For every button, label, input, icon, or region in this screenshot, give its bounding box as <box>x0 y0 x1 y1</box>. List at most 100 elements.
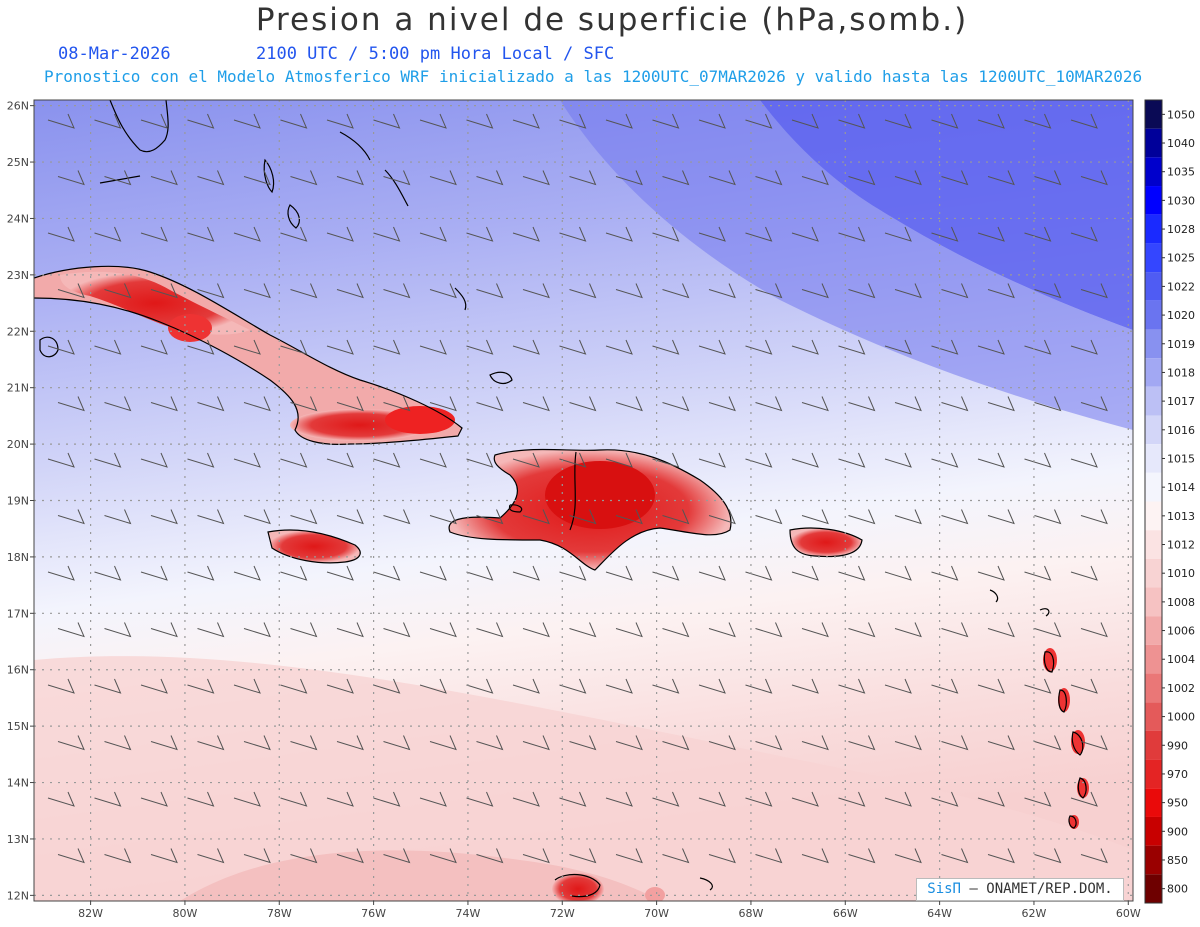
colorbar-swatch <box>1145 874 1162 903</box>
wind-barb <box>150 170 178 186</box>
wind-barb <box>290 170 318 186</box>
lat-label: 14N <box>7 777 29 790</box>
wind-barb <box>466 791 494 807</box>
wind-barb <box>94 226 122 242</box>
colorbar-swatch <box>1145 759 1162 789</box>
wind-barb <box>615 848 643 864</box>
wind-barb <box>280 791 308 807</box>
wind-barb <box>466 678 494 694</box>
colorbar-label: 1017 <box>1167 395 1195 408</box>
wind-barb <box>512 791 540 807</box>
wind-barb <box>1024 113 1052 129</box>
wind-barb <box>140 452 168 468</box>
wind-barb <box>848 622 876 638</box>
wind-barb <box>708 170 736 186</box>
wind-barb <box>197 509 225 525</box>
wind-barb <box>140 226 168 242</box>
wind-barb <box>47 452 75 468</box>
colorbar-swatch <box>1145 243 1162 273</box>
lon-label: 76W <box>361 907 386 920</box>
wind-barb <box>838 452 866 468</box>
wind-barb <box>326 226 354 242</box>
wind-barb <box>373 226 401 242</box>
wind-barb <box>336 735 364 751</box>
wind-barb <box>569 283 597 299</box>
wind-barb <box>698 339 726 355</box>
colorbar-label: 1019 <box>1167 338 1195 351</box>
wind-barb <box>801 848 829 864</box>
colorbar-swatch <box>1145 472 1162 502</box>
wind-barb <box>233 452 261 468</box>
colorbar-label: 1004 <box>1167 653 1195 666</box>
wind-barb <box>104 622 132 638</box>
wind-barb <box>708 396 736 412</box>
wind-barb <box>569 509 597 525</box>
wind-barb <box>708 848 736 864</box>
wind-barb <box>605 113 633 129</box>
wind-barb <box>708 622 736 638</box>
wind-barb <box>662 622 690 638</box>
wind-barb <box>1034 170 1062 186</box>
wind-barb <box>150 622 178 638</box>
wind-barb <box>977 791 1005 807</box>
wind-barb <box>559 678 587 694</box>
wind-barb <box>931 791 959 807</box>
wind-barb <box>941 283 969 299</box>
lon-label: 64W <box>927 907 952 920</box>
credit-text: – ONAMET/REP.DOM. <box>969 881 1113 897</box>
lat-label: 20N <box>7 438 29 451</box>
colorbar-label: 1020 <box>1167 309 1195 322</box>
wind-barb <box>1071 905 1097 919</box>
wind-barb <box>476 170 504 186</box>
wind-barb <box>894 622 922 638</box>
wind-barb <box>187 113 215 129</box>
wind-barb <box>187 565 215 581</box>
wind-barb <box>383 735 411 751</box>
wind-barb <box>745 565 773 581</box>
wind-barb <box>429 283 457 299</box>
wind-barb <box>559 226 587 242</box>
wind-barb <box>931 113 959 129</box>
wind-barb <box>848 509 876 525</box>
wind-barb <box>615 509 643 525</box>
colorbar-swatch <box>1145 616 1162 645</box>
wind-barb <box>755 848 783 864</box>
lat-label: 23N <box>7 269 29 282</box>
wind-barb <box>104 735 132 751</box>
wind-barb <box>94 678 122 694</box>
wind-barb <box>801 735 829 751</box>
wind-barb <box>708 283 736 299</box>
wind-barb <box>47 226 75 242</box>
wind-barb <box>559 113 587 129</box>
wind-barb <box>605 452 633 468</box>
colorbar-label: 990 <box>1167 739 1188 752</box>
wind-barb <box>326 452 354 468</box>
wind-barb <box>290 283 318 299</box>
colorbar-swatch <box>1145 558 1162 588</box>
wind-barb <box>987 283 1015 299</box>
wind-barb <box>698 452 726 468</box>
wind-barb <box>1034 509 1062 525</box>
colorbar-swatch <box>1145 816 1162 846</box>
wind-barb <box>243 735 271 751</box>
wind-barb <box>326 678 354 694</box>
wind-barb <box>884 339 912 355</box>
wind-barb <box>559 452 587 468</box>
wind-barb <box>280 565 308 581</box>
wind-barb <box>1070 452 1098 468</box>
wind-barb <box>419 113 447 129</box>
wind-barb <box>512 113 540 129</box>
wind-barb <box>838 565 866 581</box>
colorbar-frame <box>1144 99 1163 904</box>
wind-barb <box>522 283 550 299</box>
wind-barb <box>197 396 225 412</box>
wind-barb <box>1080 283 1108 299</box>
lat-label: 16N <box>7 664 29 677</box>
wind-barb <box>987 622 1015 638</box>
wind-barb <box>104 848 132 864</box>
wind-barb <box>383 848 411 864</box>
wind-barb <box>605 339 633 355</box>
wind-barb <box>698 226 726 242</box>
colorbar-swatch <box>1145 157 1162 187</box>
colorbar-label: 1010 <box>1167 567 1195 580</box>
